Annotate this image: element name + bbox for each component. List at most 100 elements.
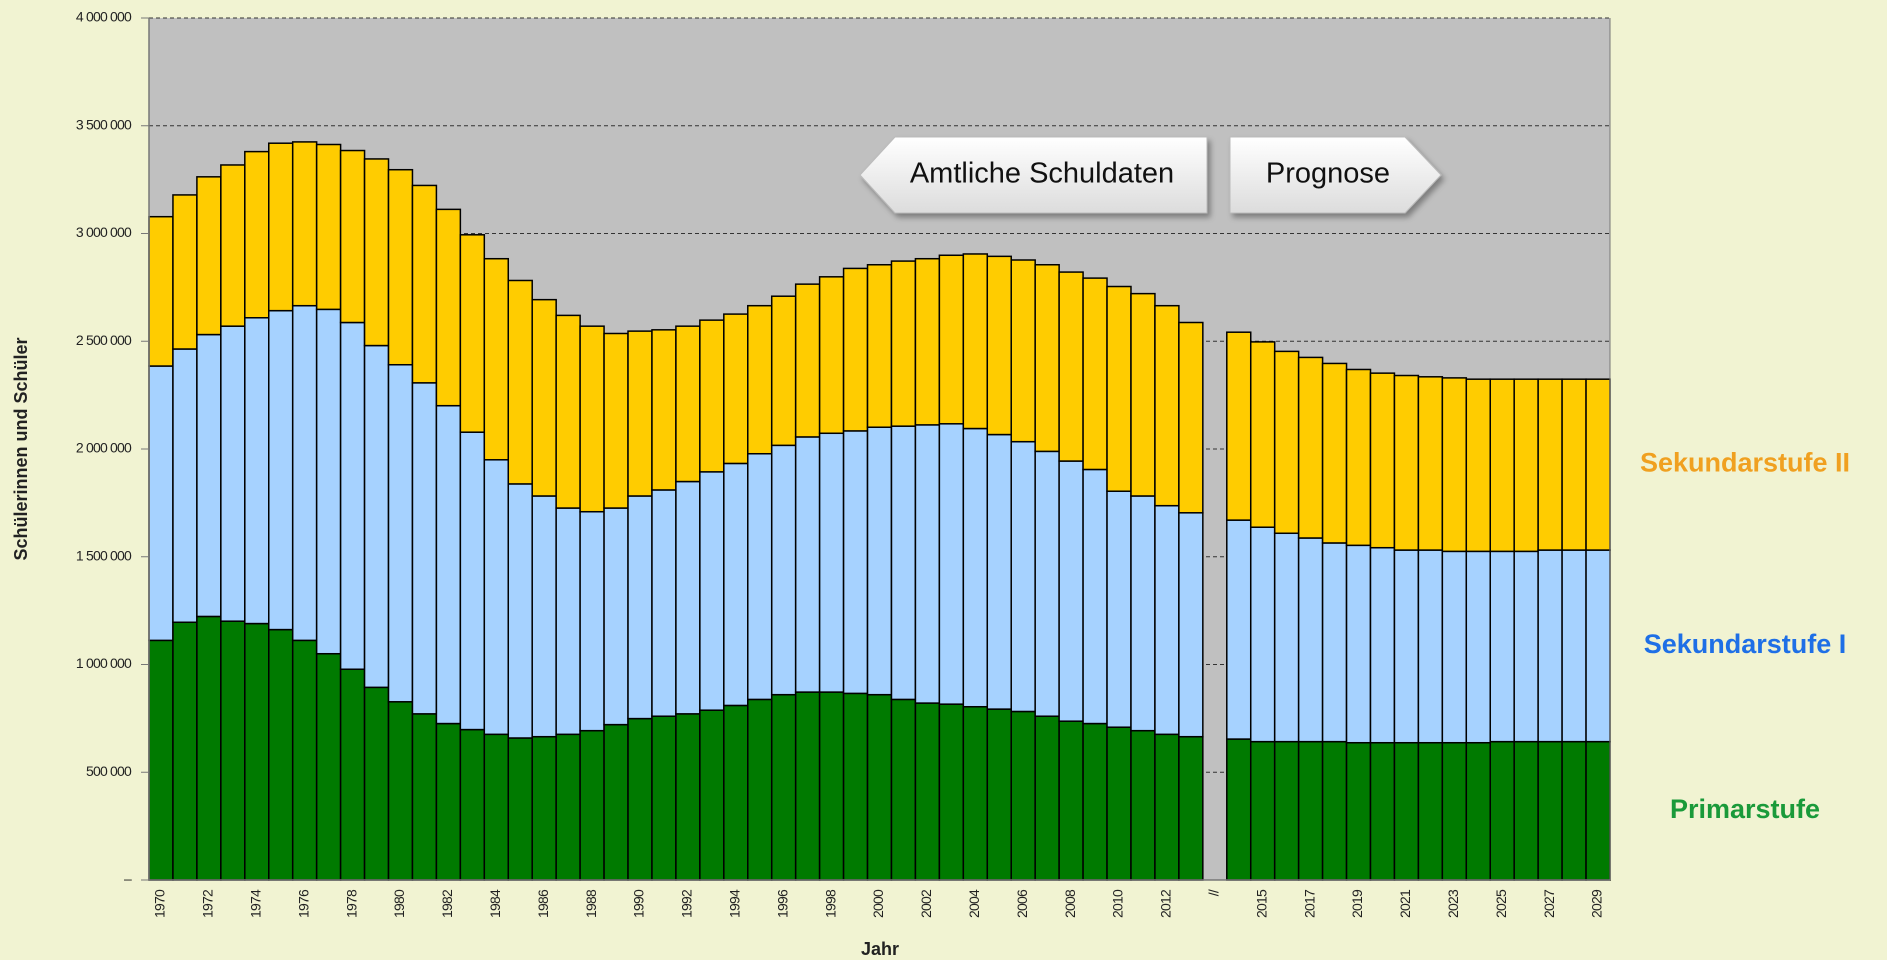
bar-segment bbox=[244, 317, 270, 625]
bar-segment bbox=[1010, 710, 1036, 881]
y-tick-label: 3 000 000 bbox=[76, 224, 132, 240]
annotation-arrow-left bbox=[859, 136, 1208, 214]
bar-segment bbox=[387, 168, 414, 366]
bar-segment bbox=[1226, 519, 1252, 740]
bar-segment bbox=[1441, 741, 1468, 881]
bar-segment bbox=[459, 431, 486, 731]
bar-segment bbox=[866, 426, 893, 696]
x-tick-label: 2029 bbox=[1589, 889, 1605, 918]
bar-segment bbox=[603, 507, 629, 726]
bar-segment bbox=[507, 483, 533, 739]
bar-segment bbox=[794, 283, 821, 438]
bar-segment bbox=[770, 295, 797, 447]
bar-segment bbox=[172, 348, 198, 624]
bar-segment bbox=[1010, 259, 1036, 443]
bar-segment bbox=[770, 444, 797, 696]
x-tick-label: 2012 bbox=[1158, 889, 1174, 918]
bar-segment bbox=[555, 733, 581, 881]
bar-segment bbox=[1273, 740, 1300, 881]
bar-segment bbox=[1154, 304, 1180, 507]
bar-segment bbox=[675, 713, 701, 881]
bar-segment bbox=[1369, 546, 1396, 744]
bar-segment bbox=[1465, 741, 1491, 881]
bar-segment bbox=[220, 325, 246, 622]
bar-segment bbox=[1249, 341, 1276, 528]
bar-segment bbox=[1106, 490, 1132, 728]
x-tick-label: 1994 bbox=[726, 889, 742, 918]
bar-segment bbox=[603, 332, 629, 509]
x-tick-label: 1988 bbox=[583, 889, 599, 918]
bar-segment bbox=[579, 325, 605, 513]
bar-segment bbox=[555, 507, 581, 736]
bar-segment bbox=[1489, 740, 1515, 881]
y-tick-label: 1 000 000 bbox=[76, 655, 132, 671]
bar-segment bbox=[699, 471, 725, 711]
y-tick-label: 1 500 000 bbox=[76, 547, 132, 563]
bar-segment bbox=[555, 314, 581, 509]
bar-segment bbox=[1345, 544, 1372, 744]
y-tick-label: 2 000 000 bbox=[76, 440, 132, 456]
bar-segment bbox=[1297, 537, 1324, 743]
bar-segment bbox=[220, 164, 246, 327]
bar-segment bbox=[459, 234, 486, 433]
bar-segment bbox=[747, 698, 773, 881]
bar-segment bbox=[1369, 741, 1396, 881]
x-tick-label: 1998 bbox=[822, 889, 838, 918]
bar-segment bbox=[866, 263, 893, 428]
bar-segment bbox=[770, 693, 797, 881]
bar-segment bbox=[1034, 450, 1060, 717]
x-axis-title: Jahr bbox=[861, 939, 899, 959]
bar-segment bbox=[1130, 495, 1156, 732]
bar-segment bbox=[1178, 735, 1204, 881]
bar-segment bbox=[363, 158, 390, 347]
bar-segment bbox=[244, 622, 270, 881]
x-tick-label: 2010 bbox=[1110, 889, 1126, 918]
bar-segment bbox=[1154, 504, 1180, 736]
bar-segment bbox=[1393, 374, 1420, 551]
bar-segment bbox=[1178, 321, 1204, 514]
bar-segment bbox=[962, 705, 989, 881]
bar-segment bbox=[387, 363, 414, 703]
bar-segment bbox=[890, 260, 917, 427]
x-tick-label: 1996 bbox=[774, 889, 790, 918]
bar-segment bbox=[1417, 741, 1444, 881]
bar-segment bbox=[914, 702, 941, 881]
bar-segment bbox=[1393, 741, 1420, 881]
bar-segment bbox=[579, 510, 605, 732]
bar-segment bbox=[172, 194, 198, 350]
bar-segment bbox=[1465, 378, 1491, 553]
bar-segment bbox=[651, 329, 677, 491]
bar-segment bbox=[1321, 740, 1348, 881]
bar-segment bbox=[291, 141, 318, 307]
bar-segment bbox=[339, 668, 366, 881]
bar-segment bbox=[818, 691, 845, 881]
bar-segment bbox=[1226, 738, 1252, 881]
bar-segment bbox=[172, 621, 198, 881]
bar-segment bbox=[435, 722, 462, 881]
bar-segment bbox=[459, 728, 486, 881]
bar-segment bbox=[1058, 271, 1084, 462]
bar-segment bbox=[1249, 740, 1276, 881]
bar-segment bbox=[938, 423, 965, 705]
bar-segment bbox=[1513, 550, 1539, 743]
bar-segment bbox=[699, 709, 725, 881]
x-tick-label: 2008 bbox=[1062, 889, 1078, 918]
bar-segment bbox=[723, 313, 749, 465]
bar-segment bbox=[507, 737, 533, 881]
annotation: Amtliche Schuldaten bbox=[910, 158, 1174, 190]
bar-segment bbox=[1010, 440, 1036, 713]
legend-label: Sekundarstufe II bbox=[1640, 448, 1850, 478]
x-tick-label: 1992 bbox=[679, 889, 695, 918]
bar-segment bbox=[1441, 550, 1468, 744]
bar-segment bbox=[818, 276, 845, 435]
legend-label: Primarstufe bbox=[1670, 794, 1820, 824]
bar-segment bbox=[1130, 729, 1156, 881]
bar-segment bbox=[1585, 378, 1611, 551]
x-tick-label: 2000 bbox=[870, 889, 886, 918]
bar-segment bbox=[890, 698, 917, 881]
bar-segment bbox=[1561, 740, 1587, 881]
bar-segment bbox=[962, 427, 989, 708]
bar-segment bbox=[1226, 331, 1252, 521]
bar-segment bbox=[627, 495, 653, 720]
